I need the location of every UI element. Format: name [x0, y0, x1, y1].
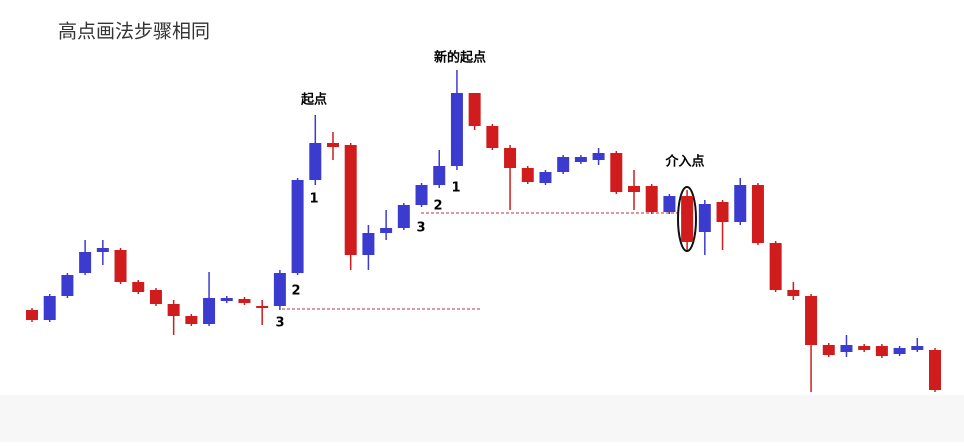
candle-body	[840, 345, 853, 352]
candle-body	[344, 145, 357, 255]
candle-body	[875, 346, 888, 356]
candle-body	[256, 306, 269, 308]
candle-body	[858, 346, 871, 350]
candle-body	[309, 143, 322, 180]
candle-body	[769, 243, 782, 290]
candle-body	[751, 185, 764, 243]
step-label: 2	[291, 284, 300, 299]
step-label: 1	[451, 181, 460, 196]
candle-body	[114, 250, 127, 282]
candle-body	[734, 185, 747, 222]
step-label: 3	[416, 221, 425, 236]
candle-body	[26, 310, 38, 320]
candle-body	[486, 126, 499, 148]
annotation: 起点	[300, 92, 327, 108]
candle-body	[397, 205, 410, 228]
candle-body	[203, 298, 216, 324]
candle-body	[185, 316, 198, 324]
candle-body	[468, 93, 481, 126]
candle-body	[663, 196, 676, 212]
annotation: 介入点	[664, 154, 704, 170]
candle-body	[929, 350, 941, 390]
step-label: 1	[309, 192, 318, 207]
candle-body	[273, 273, 286, 306]
candle-body	[574, 157, 587, 162]
annotation: 新的起点	[434, 50, 486, 66]
chart-title: 高点画法步骤相同	[58, 21, 210, 43]
candle-body	[822, 345, 835, 355]
candle-body	[79, 252, 92, 273]
candle-body	[380, 228, 393, 233]
candle-body	[504, 148, 517, 168]
candle-body	[96, 248, 109, 252]
candle-body	[557, 157, 570, 172]
candle-body	[716, 202, 729, 222]
footer-band	[0, 395, 964, 442]
highlight-circle	[677, 186, 697, 252]
candle-body	[610, 153, 623, 192]
candle-body	[450, 93, 463, 166]
candle-body	[911, 346, 924, 350]
step-label: 2	[433, 199, 442, 214]
step-label: 3	[275, 316, 284, 331]
candle-body	[787, 290, 800, 296]
candle-body	[645, 186, 658, 212]
candle-body	[238, 299, 251, 303]
candle-body	[893, 348, 906, 354]
candle-body	[167, 304, 180, 316]
candle-body	[521, 168, 534, 182]
candle-body	[592, 153, 605, 160]
candle-body	[433, 166, 446, 185]
candle-body	[362, 233, 375, 255]
candle-body	[628, 186, 640, 192]
candle-body	[415, 185, 428, 205]
candle-body	[61, 275, 74, 296]
candle-body	[327, 143, 339, 147]
candle-body	[220, 298, 233, 301]
candle-body	[43, 296, 56, 320]
candle-body	[291, 180, 304, 273]
candle-body	[805, 296, 818, 345]
candle-body	[539, 172, 552, 183]
candle-body	[149, 290, 162, 304]
candle-body	[132, 282, 145, 292]
candle-body	[698, 204, 711, 232]
candle-body	[681, 196, 694, 242]
